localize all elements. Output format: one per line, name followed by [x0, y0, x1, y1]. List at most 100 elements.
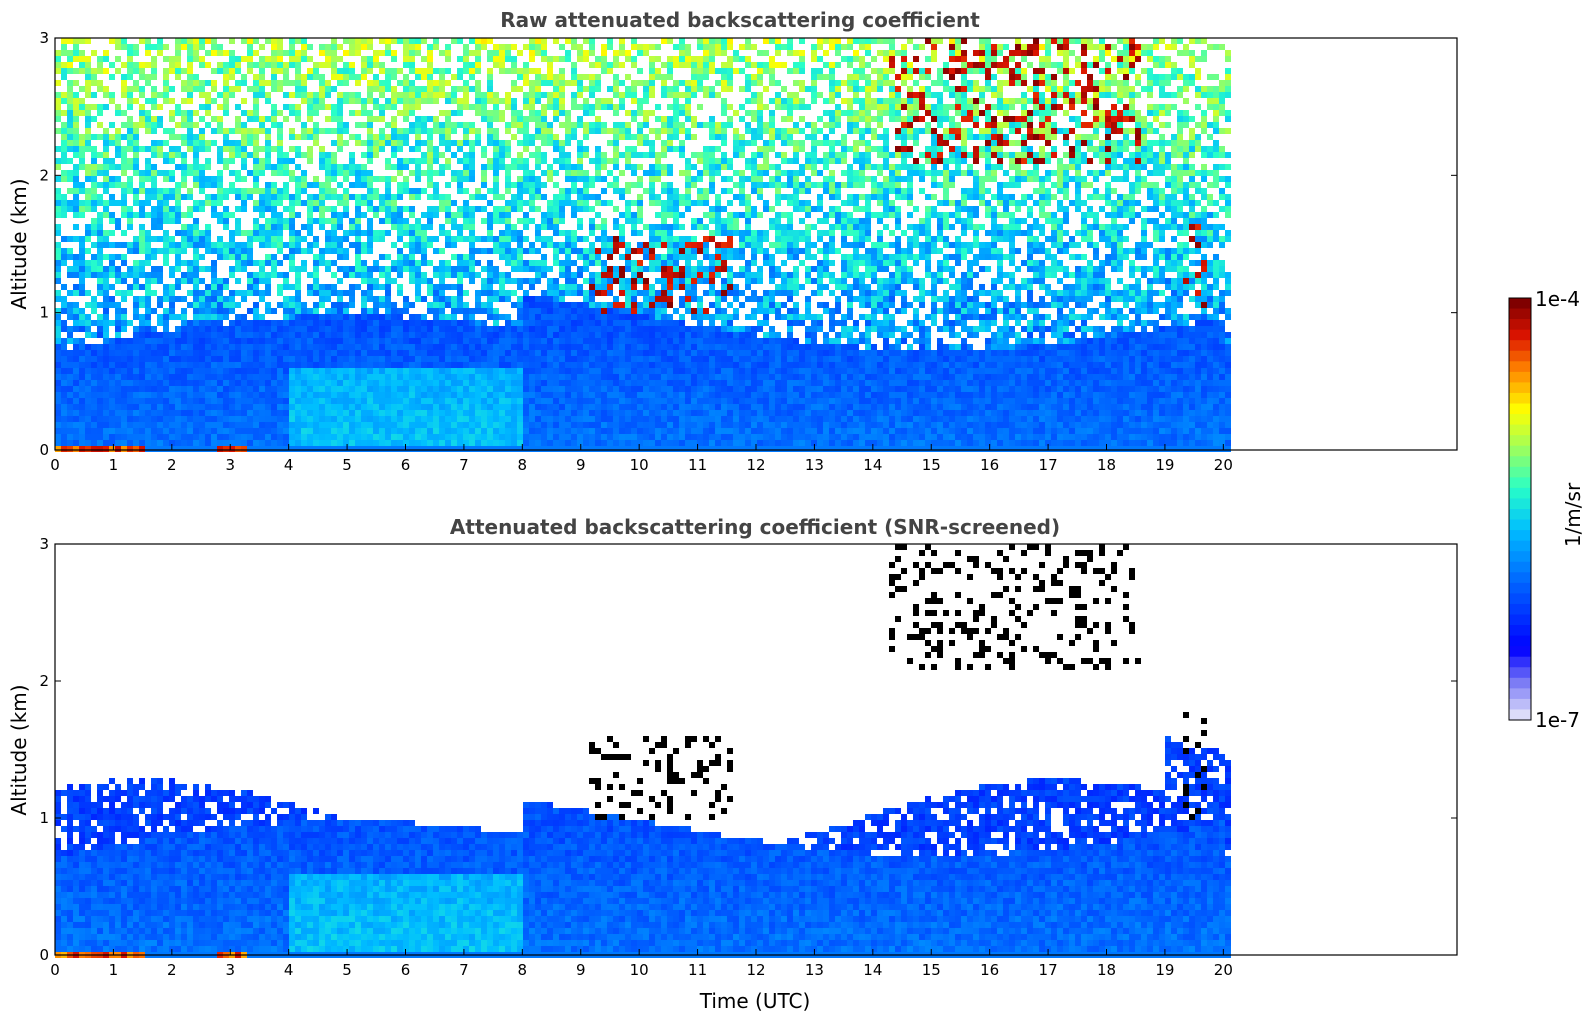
heatmap-cell	[583, 314, 589, 320]
heatmap-cell	[85, 362, 91, 368]
heatmap-cell	[511, 350, 517, 356]
heatmap-cell	[73, 92, 79, 98]
heatmap-cell	[193, 200, 199, 206]
heatmap-cell	[409, 170, 415, 176]
heatmap-cell	[361, 296, 367, 302]
heatmap-cell	[559, 350, 565, 356]
heatmap-cell	[247, 434, 253, 440]
heatmap-cell	[367, 200, 373, 206]
heatmap-cell	[325, 344, 331, 350]
heatmap-cell	[127, 242, 133, 248]
heatmap-cell	[559, 422, 565, 428]
heatmap-cell	[445, 314, 451, 320]
heatmap-cell	[265, 302, 271, 308]
heatmap-cell	[127, 398, 133, 404]
heatmap-cell	[205, 362, 211, 368]
heatmap-cell	[583, 368, 589, 374]
heatmap-cell	[169, 398, 175, 404]
heatmap-cell	[469, 50, 475, 56]
heatmap-cell	[295, 146, 301, 152]
heatmap-cell	[343, 98, 349, 104]
heatmap-cell	[613, 332, 619, 338]
heatmap-cell	[121, 428, 127, 434]
heatmap-cell	[211, 440, 217, 446]
heatmap-cell	[337, 386, 343, 392]
heatmap-cell	[205, 338, 211, 344]
heatmap-cell	[343, 194, 349, 200]
heatmap-cell	[481, 38, 487, 44]
heatmap-cell	[421, 236, 427, 242]
heatmap-cell	[541, 134, 547, 140]
heatmap-cell	[61, 98, 67, 104]
heatmap-cell	[613, 92, 619, 98]
heatmap-cell	[409, 356, 415, 362]
heatmap-cell	[115, 44, 121, 50]
heatmap-cell	[67, 272, 73, 278]
heatmap-cell	[217, 236, 223, 242]
heatmap-cell	[253, 86, 259, 92]
heatmap-cell	[529, 350, 535, 356]
heatmap-cell	[91, 350, 97, 356]
heatmap-cell	[379, 332, 385, 338]
heatmap-cell	[385, 104, 391, 110]
heatmap-cell	[337, 68, 343, 74]
heatmap-cell	[289, 404, 295, 410]
heatmap-cell	[265, 434, 271, 440]
heatmap-cell	[193, 422, 199, 428]
heatmap-cell	[235, 242, 241, 248]
heatmap-cell	[307, 290, 313, 296]
heatmap-cell	[139, 416, 145, 422]
heatmap-cell	[193, 362, 199, 368]
heatmap-cell	[145, 398, 151, 404]
heatmap-cell	[121, 296, 127, 302]
heatmap-cell	[301, 392, 307, 398]
heatmap-cell	[115, 380, 121, 386]
heatmap-cell	[577, 116, 583, 122]
heatmap-cell	[427, 158, 433, 164]
heatmap-cell	[55, 158, 61, 164]
heatmap-cell	[289, 446, 295, 452]
heatmap-cell	[343, 386, 349, 392]
heatmap-cell	[433, 446, 439, 452]
heatmap-cell	[397, 290, 403, 296]
heatmap-cell	[133, 122, 139, 128]
heatmap-cell	[241, 434, 247, 440]
heatmap-cell	[199, 230, 205, 236]
heatmap-cell	[355, 398, 361, 404]
heatmap-cell	[535, 374, 541, 380]
heatmap-cell	[439, 362, 445, 368]
heatmap-cell	[271, 338, 277, 344]
heatmap-cell	[193, 416, 199, 422]
heatmap-cell	[313, 356, 319, 362]
heatmap-cell	[205, 392, 211, 398]
heatmap-cell	[511, 416, 517, 422]
heatmap-cell	[223, 380, 229, 386]
heatmap-cell	[199, 92, 205, 98]
heatmap-cell	[319, 104, 325, 110]
heatmap-cell	[385, 392, 391, 398]
heatmap-cell	[511, 164, 517, 170]
heatmap-cell	[517, 356, 523, 362]
heatmap-cell	[109, 380, 115, 386]
heatmap-cell	[91, 218, 97, 224]
heatmap-cell	[595, 386, 601, 392]
heatmap-cell	[409, 440, 415, 446]
heatmap-cell	[565, 110, 571, 116]
heatmap-cell	[505, 314, 511, 320]
heatmap-cell	[67, 98, 73, 104]
heatmap-cell	[157, 386, 163, 392]
heatmap-cell	[463, 86, 469, 92]
heatmap-cell	[187, 290, 193, 296]
heatmap-cell	[91, 362, 97, 368]
heatmap-cell	[583, 38, 589, 44]
heatmap-cell	[115, 242, 121, 248]
heatmap-cell	[367, 230, 373, 236]
heatmap-cell	[367, 398, 373, 404]
heatmap-cell	[505, 260, 511, 266]
heatmap-cell	[607, 290, 613, 296]
heatmap-cell	[403, 164, 409, 170]
heatmap-cell	[61, 158, 67, 164]
heatmap-cell	[355, 320, 361, 326]
heatmap-cell	[415, 446, 421, 452]
heatmap-cell	[265, 428, 271, 434]
